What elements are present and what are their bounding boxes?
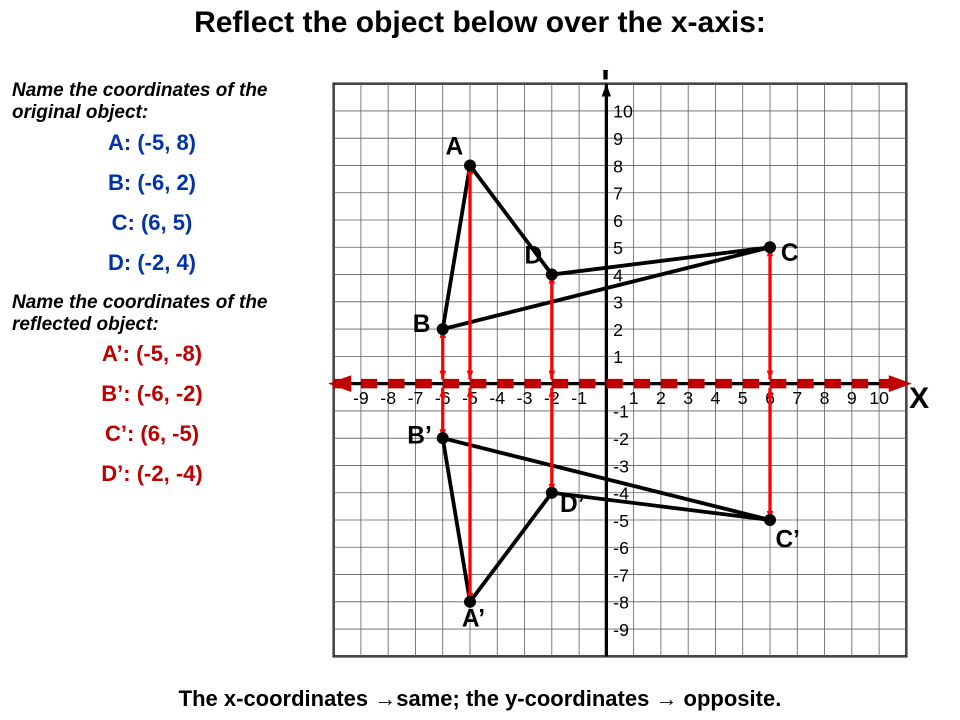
svg-text:-3: -3 [517,388,533,408]
coord-Dprime: D’: (-2, -4) [12,463,292,485]
svg-text:-7: -7 [408,388,424,408]
svg-text:-7: -7 [613,565,629,585]
coord-A: A: (-5, 8) [12,132,292,154]
svg-text:3: 3 [683,388,693,408]
original-header: Name the coordinates of the original obj… [12,80,292,124]
svg-text:10: 10 [869,388,889,408]
svg-text:B’: B’ [407,423,432,450]
svg-text:D: D [525,243,543,270]
svg-text:5: 5 [613,238,623,258]
svg-text:C’: C’ [775,526,800,553]
svg-text:8: 8 [820,388,830,408]
svg-text:1: 1 [613,347,623,367]
coord-Aprime: A’: (-5, -8) [12,343,292,365]
reflected-header: Name the coordinates of the reflected ob… [12,292,292,336]
svg-text:C: C [781,240,799,267]
svg-text:-5: -5 [613,511,629,531]
coord-D: D: (-2, 4) [12,252,292,274]
svg-text:5: 5 [738,388,748,408]
svg-text:-8: -8 [613,593,629,613]
svg-text:Y: Y [595,70,615,87]
svg-text:1: 1 [629,388,639,408]
svg-text:10: 10 [613,102,633,122]
svg-text:-9: -9 [353,388,369,408]
svg-text:9: 9 [847,388,857,408]
svg-text:4: 4 [711,388,721,408]
svg-text:-6: -6 [613,538,629,558]
svg-text:3: 3 [613,293,623,313]
svg-text:-8: -8 [380,388,396,408]
coord-C: C: (6, 5) [12,212,292,234]
page-title: Reflect the object below over the x-axis… [0,6,960,40]
svg-text:X: X [909,382,929,415]
svg-text:-1: -1 [571,388,587,408]
svg-text:B: B [413,311,431,338]
svg-text:D’: D’ [560,491,585,518]
svg-text:A: A [445,134,463,161]
svg-text:2: 2 [613,320,623,340]
svg-text:A’: A’ [462,605,485,632]
svg-text:8: 8 [613,156,623,176]
footer-note: The x-coordinates →same; the y-coordinat… [0,686,960,712]
coord-Bprime: B’: (-6, -2) [12,383,292,405]
svg-text:-2: -2 [613,429,629,449]
svg-text:2: 2 [656,388,666,408]
svg-text:-3: -3 [613,456,629,476]
coord-B: B: (-6, 2) [12,172,292,194]
coord-Cprime: C’: (6, -5) [12,423,292,445]
svg-text:6: 6 [613,211,623,231]
coordinate-graph: -9-8-7-6-5-4-3-2-112345678910-9-8-7-6-5-… [300,70,940,670]
svg-text:7: 7 [792,388,802,408]
coordinates-panel: Name the coordinates of the original obj… [12,80,292,503]
svg-text:-1: -1 [613,402,629,422]
svg-text:-4: -4 [489,388,505,408]
svg-text:7: 7 [613,184,623,204]
svg-text:-9: -9 [613,620,629,640]
svg-text:9: 9 [613,129,623,149]
